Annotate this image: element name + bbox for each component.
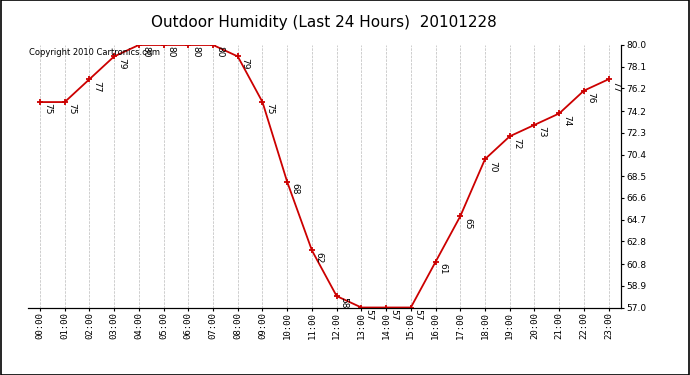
Text: 57: 57: [389, 309, 398, 320]
Text: 79: 79: [241, 58, 250, 69]
Text: 57: 57: [413, 309, 422, 320]
Text: 62: 62: [315, 252, 324, 263]
Text: 79: 79: [117, 58, 126, 69]
Text: 58: 58: [339, 297, 348, 309]
Text: 68: 68: [290, 183, 299, 195]
Text: 65: 65: [463, 217, 472, 229]
Text: 80: 80: [166, 46, 175, 58]
Text: 80: 80: [141, 46, 150, 58]
Text: 75: 75: [43, 104, 52, 115]
Text: 74: 74: [562, 115, 571, 126]
Text: 75: 75: [68, 104, 77, 115]
Text: 70: 70: [488, 160, 497, 172]
Text: Copyright 2010 Cartronics.com: Copyright 2010 Cartronics.com: [29, 48, 160, 57]
Text: Outdoor Humidity (Last 24 Hours)  20101228: Outdoor Humidity (Last 24 Hours) 2010122…: [151, 15, 497, 30]
Text: 61: 61: [438, 263, 447, 275]
Text: 80: 80: [216, 46, 225, 58]
Text: 77: 77: [92, 81, 101, 92]
Text: 72: 72: [513, 138, 522, 149]
Text: 57: 57: [364, 309, 373, 320]
Text: 77: 77: [611, 81, 620, 92]
Text: 76: 76: [586, 92, 595, 104]
Text: 73: 73: [538, 126, 546, 138]
Text: 80: 80: [191, 46, 200, 58]
Text: 75: 75: [265, 104, 274, 115]
